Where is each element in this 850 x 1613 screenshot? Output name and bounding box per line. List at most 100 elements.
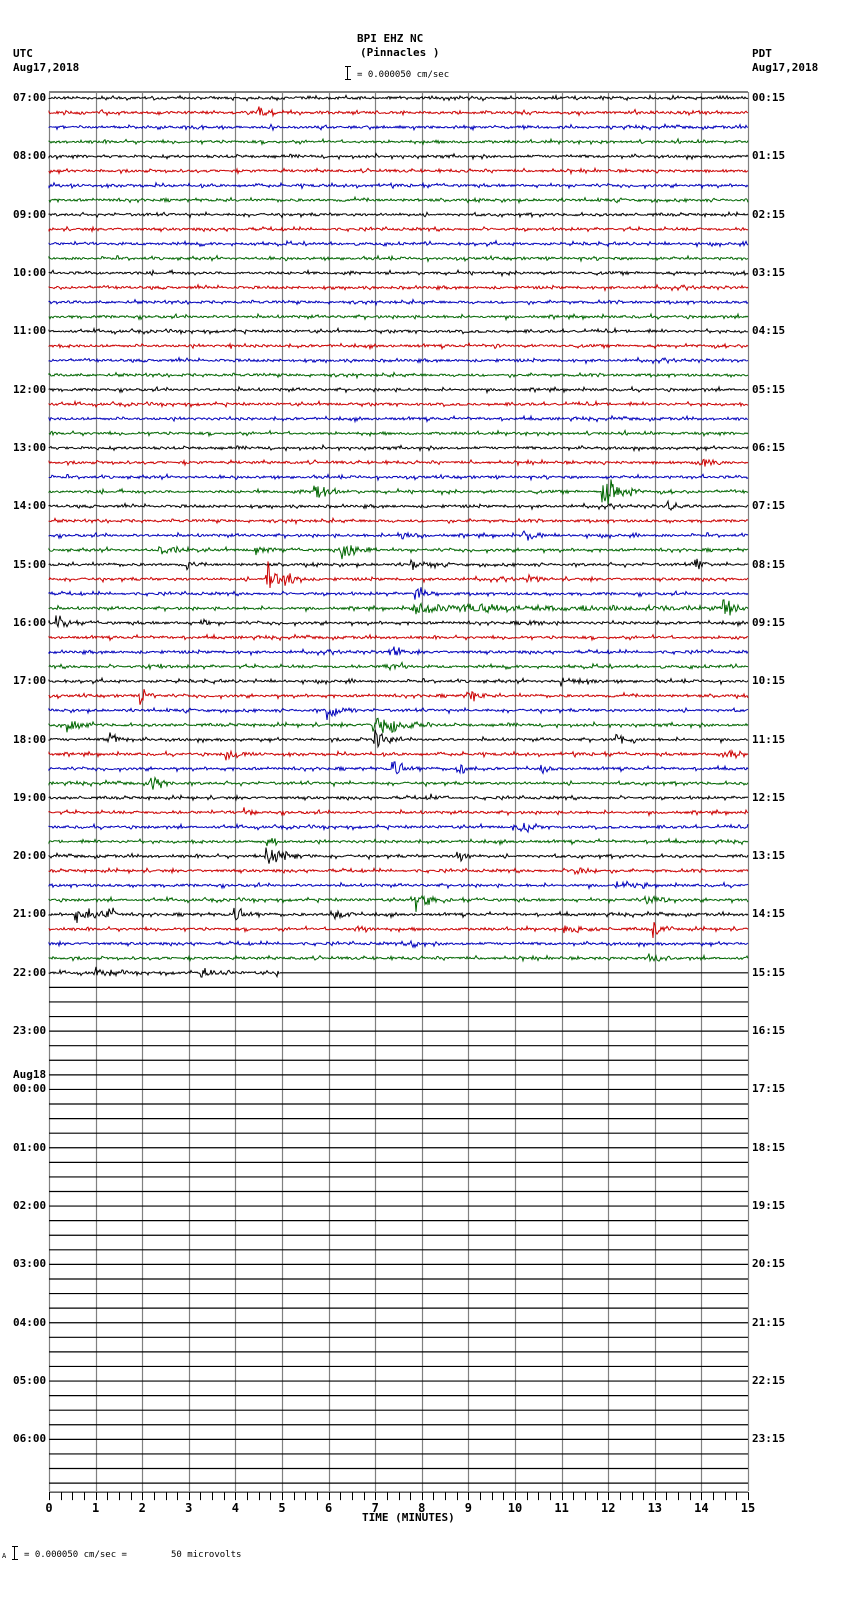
- trace-row: [48, 414, 748, 424]
- x-tick-label: 12: [601, 1501, 615, 1515]
- x-tick-label: 2: [139, 1501, 146, 1515]
- right-timezone: PDT: [752, 47, 772, 60]
- trace-row: [48, 894, 749, 912]
- trace-row: [48, 615, 749, 629]
- trace-row: [48, 880, 749, 891]
- trace-row: [48, 953, 749, 963]
- trace-row: [48, 137, 749, 146]
- utc-date-label: Aug18: [13, 1068, 47, 1082]
- pdt-time-label: 08:15: [752, 557, 786, 571]
- trace-row: [48, 472, 749, 482]
- pdt-time-label: 22:15: [752, 1374, 786, 1388]
- trace-row: [48, 907, 749, 924]
- x-tick-label: 0: [45, 1501, 52, 1515]
- utc-time-label: 13:00: [13, 440, 47, 454]
- trace-row: [48, 399, 749, 409]
- trace-row: [48, 837, 749, 847]
- utc-time-label: 17:00: [13, 674, 47, 688]
- utc-time-label: 10:00: [13, 265, 47, 279]
- pdt-time-label: 06:15: [752, 440, 786, 454]
- x-tick-label: 6: [325, 1501, 332, 1515]
- trace-row: [48, 633, 749, 642]
- trace-row: [48, 717, 749, 733]
- pdt-time-label: 09:15: [752, 615, 786, 629]
- trace-row: [48, 587, 749, 600]
- pdt-time-label: 11:15: [752, 732, 786, 746]
- footer-microvolts: 50 microvolts: [171, 1550, 242, 1560]
- pdt-time-label: 16:15: [752, 1024, 786, 1038]
- pdt-time-label: 03:15: [752, 265, 786, 279]
- left-date: Aug17,2018: [13, 61, 80, 74]
- trace-row: [48, 706, 749, 720]
- trace-row: [48, 866, 749, 876]
- trace-row: [48, 225, 749, 234]
- trace-row: [48, 283, 749, 293]
- pdt-time-label: 01:15: [752, 149, 786, 163]
- pdt-time-label: 07:15: [752, 499, 786, 513]
- utc-time-label: 06:00: [13, 1432, 47, 1446]
- utc-time-label: 01:00: [13, 1140, 47, 1154]
- helicorder-plot: 0 1 2 3 4 5 6 7 8 9 10 11 12 13 14 15: [45, 91, 755, 1515]
- trace-row: [48, 428, 749, 438]
- trace-row: [48, 776, 749, 790]
- x-tick-label: 4: [232, 1501, 239, 1515]
- pdt-time-label: 21:15: [752, 1315, 786, 1329]
- utc-time-label: 14:00: [13, 499, 47, 513]
- station-title: BPI EHZ NC: [357, 32, 424, 45]
- utc-time-label: 05:00: [13, 1374, 47, 1388]
- pdt-time-label: 12:15: [752, 790, 786, 804]
- pdt-time-label: 19:15: [752, 1199, 786, 1213]
- pdt-time-label: 00:15: [752, 91, 786, 104]
- x-tick-label: 1: [92, 1501, 99, 1515]
- trace-row: [48, 676, 749, 687]
- x-tick-label: 11: [554, 1501, 568, 1515]
- trace-row: [48, 195, 749, 205]
- trace-row: [48, 239, 749, 248]
- utc-time-label: 21:00: [13, 907, 47, 921]
- trace-row: [48, 181, 749, 190]
- right-date: Aug17,2018: [752, 61, 819, 74]
- trace-row: [48, 268, 749, 278]
- trace-row: [48, 106, 749, 118]
- pdt-time-label: 20:15: [752, 1257, 786, 1271]
- trace-row: [48, 342, 749, 351]
- trace-row: [48, 530, 749, 541]
- trace-row: [48, 210, 749, 219]
- utc-time-label: 15:00: [13, 557, 47, 571]
- utc-time-label: 11:00: [13, 324, 47, 338]
- pdt-time-label: 05:15: [752, 382, 786, 396]
- footer-scale-prefix: A: [2, 1552, 7, 1560]
- pdt-time-label: 17:15: [752, 1082, 786, 1096]
- trace-row: [48, 499, 749, 511]
- scale-bar-icon: [345, 66, 353, 80]
- x-tick-label: 15: [741, 1501, 755, 1515]
- utc-time-label: 16:00: [13, 615, 47, 629]
- station-location: (Pinnacles ): [360, 46, 440, 59]
- trace-row: [48, 298, 749, 307]
- trace-row: [48, 371, 749, 380]
- header-scale-text: = 0.000050 cm/sec: [357, 70, 450, 80]
- trace-row: [48, 152, 749, 161]
- utc-time-label: 19:00: [13, 790, 47, 804]
- trace-row: [48, 807, 749, 818]
- utc-time-label: 04:00: [13, 1315, 47, 1329]
- trace-row: [48, 922, 749, 939]
- trace-row: [48, 822, 749, 834]
- trace-row: [48, 123, 749, 132]
- pdt-time-label: 02:15: [752, 207, 786, 221]
- utc-time-label: 08:00: [13, 149, 47, 163]
- utc-time-label: 02:00: [13, 1199, 47, 1213]
- pdt-time-label: 10:15: [752, 674, 786, 688]
- trace-row: [48, 660, 749, 672]
- x-tick-label: 9: [465, 1501, 472, 1515]
- trace-row: [48, 793, 749, 802]
- pdt-time-label: 14:15: [752, 907, 786, 921]
- pdt-time-label: 13:15: [752, 849, 786, 863]
- pdt-time-label: 18:15: [752, 1140, 786, 1154]
- left-timezone: UTC: [13, 47, 33, 60]
- trace-row: [48, 326, 749, 336]
- trace-row: [48, 166, 749, 176]
- x-tick-label: 3: [185, 1501, 192, 1515]
- x-tick-label: 8: [418, 1501, 425, 1515]
- x-tick-label: 13: [648, 1501, 662, 1515]
